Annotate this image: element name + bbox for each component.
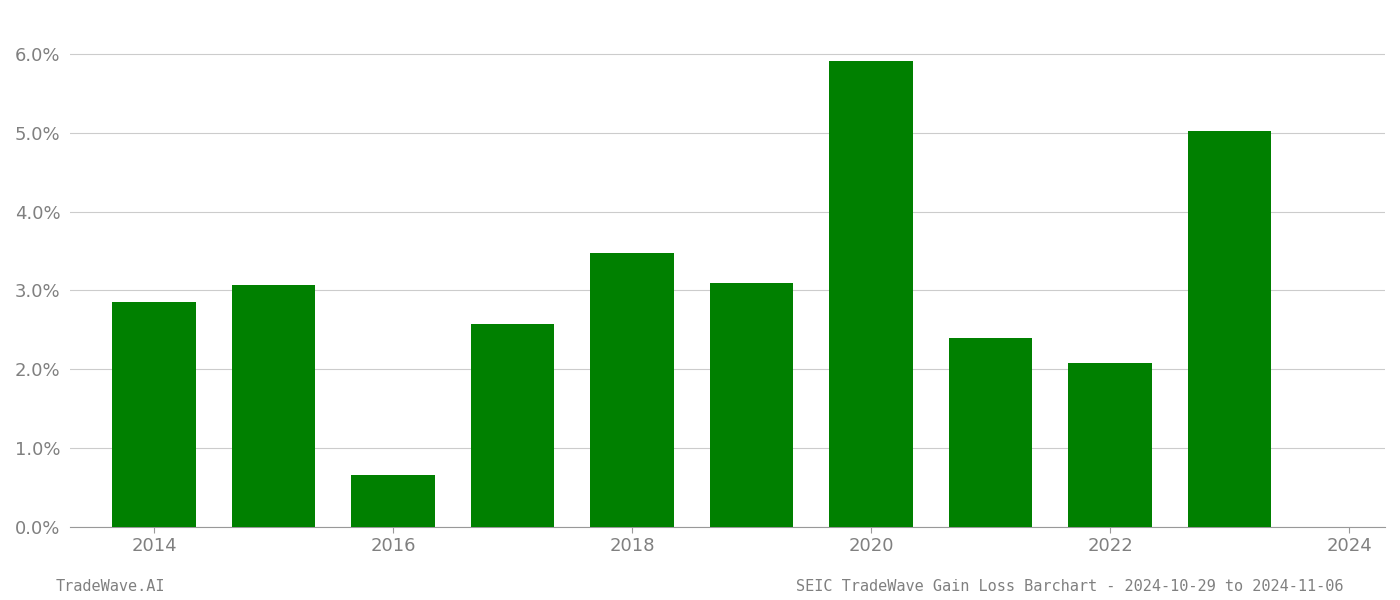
Bar bbox=[710, 283, 794, 527]
Text: SEIC TradeWave Gain Loss Barchart - 2024-10-29 to 2024-11-06: SEIC TradeWave Gain Loss Barchart - 2024… bbox=[797, 579, 1344, 594]
Bar bbox=[112, 302, 196, 527]
Bar bbox=[591, 253, 673, 527]
Bar bbox=[829, 61, 913, 527]
Bar bbox=[949, 338, 1032, 527]
Bar bbox=[470, 323, 554, 527]
Bar bbox=[1187, 131, 1271, 527]
Text: TradeWave.AI: TradeWave.AI bbox=[56, 579, 165, 594]
Bar bbox=[231, 285, 315, 527]
Bar bbox=[1068, 363, 1152, 527]
Bar bbox=[351, 475, 435, 527]
